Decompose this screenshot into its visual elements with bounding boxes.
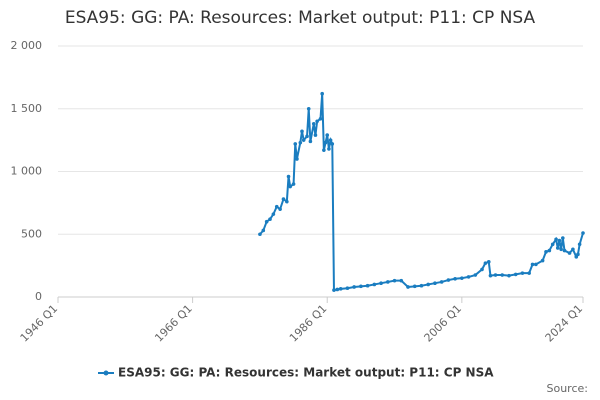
point [301,138,306,142]
point [335,287,340,292]
point [271,212,276,216]
point [308,139,313,144]
point [576,252,580,257]
point [419,283,424,288]
point [527,271,531,275]
point [433,281,437,285]
point [466,275,471,279]
point [446,278,451,282]
point [327,147,331,151]
x-tick-label: 1966 Q1 [152,302,195,345]
point [406,285,410,289]
point [258,232,262,237]
y-tick-label: 1 500 [11,102,43,115]
point [322,148,326,152]
chart-title: ESA95: GG: PA: Resources: Market output:… [65,8,536,28]
point [399,278,404,283]
point [323,140,328,145]
point [278,207,282,211]
point [281,197,286,201]
point [577,242,582,247]
point [426,282,430,287]
point [453,277,457,281]
point [513,272,518,277]
point [483,261,488,265]
point [439,280,444,284]
point [473,273,478,277]
point [493,273,498,277]
point [332,288,336,292]
point [567,251,572,255]
point [392,278,397,283]
point [555,246,560,250]
point [293,142,298,146]
point [295,157,299,161]
x-tick-label: 1946 Q1 [18,302,61,345]
point [311,122,316,126]
point [318,116,323,121]
point [562,248,567,253]
point [320,91,324,96]
point [298,140,303,145]
point [365,283,370,288]
point [274,204,279,209]
y-tick-label: 0 [35,290,42,303]
point [345,286,350,291]
point [520,271,525,275]
point [372,282,377,287]
point [325,133,330,137]
point [480,267,484,272]
point [328,138,333,142]
point [554,237,558,242]
y-tick-label: 2 000 [11,39,43,52]
point [338,287,343,291]
point [559,247,563,252]
y-tick-label: 1 000 [11,165,43,178]
legend-label: ESA95: GG: PA: Resources: Market output:… [118,366,494,380]
source-label: Source: [547,382,589,395]
point [412,284,417,289]
point [268,217,272,221]
y-tick-label: 500 [21,227,42,240]
point [488,273,493,278]
point [286,174,291,179]
point [264,219,269,224]
point [305,134,309,139]
point [352,285,356,289]
point [530,262,535,267]
point [313,133,318,137]
series-line [259,93,584,292]
point [291,182,296,186]
point [460,276,464,280]
point [557,238,562,243]
point [261,228,266,233]
point [315,119,319,124]
point [386,280,390,284]
point [534,262,538,267]
x-tick-label: 1986 Q1 [287,302,330,345]
point [544,250,548,254]
x-tick-label: 2024 Q1 [543,302,586,345]
point [561,236,565,240]
point [507,273,511,278]
point [540,258,545,263]
legend-marker [103,370,109,376]
point [285,199,289,204]
x-tick-label: 2006 Q1 [422,302,465,345]
point [359,284,363,289]
point [379,281,383,285]
point [306,106,311,111]
point [300,129,304,134]
point [550,242,555,247]
point [330,142,335,146]
point [581,231,585,235]
point [486,260,491,264]
point [500,273,505,277]
point [547,248,552,253]
point [571,247,575,252]
point [288,184,293,189]
